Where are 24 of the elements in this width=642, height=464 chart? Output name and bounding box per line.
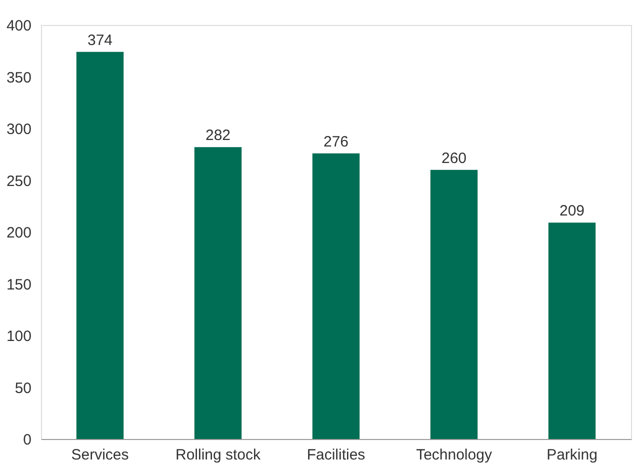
x-tick-label: Technology (416, 446, 492, 464)
y-tick-label: 350 (6, 69, 32, 86)
data-label: 276 (323, 133, 349, 150)
x-tick-label: Facilities (306, 446, 366, 464)
data-label: 260 (441, 150, 467, 167)
data-label: 374 (87, 32, 113, 49)
x-tick-label: Rolling stock (175, 446, 262, 464)
x-tick-label: Services (71, 446, 129, 464)
y-tick-label: 150 (6, 276, 32, 294)
y-tick-label: 400 (6, 18, 32, 34)
y-tick-label: 250 (6, 172, 32, 190)
y-tick-label: 200 (6, 224, 32, 242)
y-tick-label: 100 (6, 328, 32, 345)
data-label: 209 (559, 202, 585, 220)
bar (312, 153, 360, 439)
data-label: 282 (205, 127, 231, 144)
x-tick-label: Parking (546, 446, 598, 464)
bar (76, 52, 124, 439)
bar (194, 147, 242, 439)
y-tick-label: 0 (23, 432, 32, 448)
bar (430, 170, 478, 439)
y-tick-label: 50 (14, 380, 32, 397)
y-tick-label: 300 (6, 121, 32, 138)
bar (548, 222, 596, 439)
